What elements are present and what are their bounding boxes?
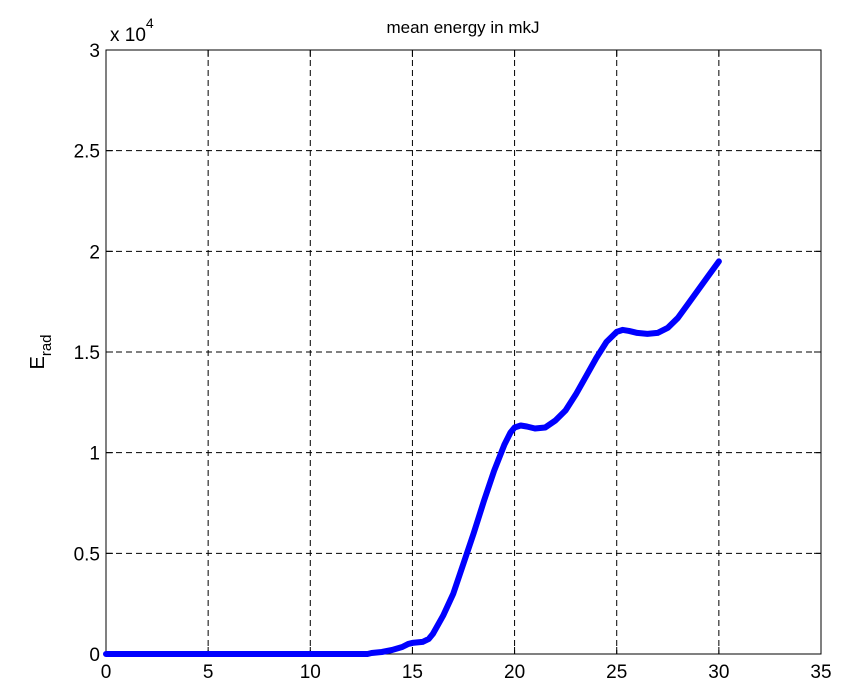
x-tick-label: 25 [606, 662, 627, 683]
x-tick-label: 35 [810, 662, 831, 683]
y-axis-multiplier: x 104 [110, 15, 154, 46]
y-axis-multiplier-base: x 10 [110, 25, 146, 46]
series-line [103, 258, 722, 657]
x-axis-tick-labels: 0 5 10 15 20 25 30 35 [101, 662, 832, 683]
y-tick-label: 0 [89, 645, 100, 666]
x-tick-label: 20 [504, 662, 525, 683]
y-tick-label: 1.5 [74, 343, 100, 364]
x-tick-label: 30 [708, 662, 729, 683]
x-tick-label: 0 [101, 662, 112, 683]
x-tick-label: 10 [300, 662, 321, 683]
y-tick-label: 2.5 [74, 142, 100, 163]
y-tick-label: 0.5 [74, 544, 100, 565]
y-axis-label-main: E [27, 356, 49, 369]
x-tick-label: 5 [203, 662, 214, 683]
y-axis-tick-labels: 0 0.5 1 1.5 2 2.5 3 [74, 41, 100, 666]
y-tick-label: 2 [89, 242, 100, 263]
grid-lines [106, 50, 821, 654]
y-axis-multiplier-exponent: 4 [146, 15, 154, 31]
chart-title: mean energy in mkJ [386, 18, 539, 37]
x-tick-label: 15 [402, 662, 423, 683]
y-tick-label: 3 [89, 41, 100, 62]
y-tick-label: 1 [89, 444, 100, 465]
y-axis-label: Erad [27, 334, 55, 369]
series-group [103, 258, 722, 657]
y-axis-label-subscript: rad [38, 334, 55, 356]
